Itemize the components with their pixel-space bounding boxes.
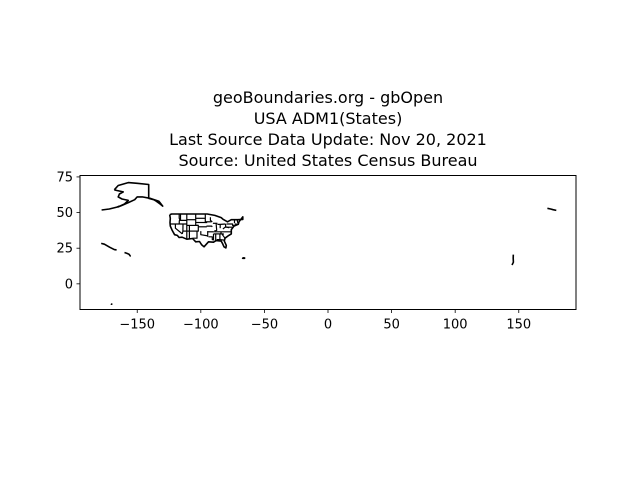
x-tick-label: −150 [119,318,155,333]
region-outline-puerto-rico [241,257,246,260]
state-border-0 [178,214,181,225]
chart-title-line-3: Last Source Data Update: Nov 20, 2021 [169,130,487,149]
state-border-15 [200,231,208,237]
chart-title-line-1: geoBoundaries.org - gbOpen [212,88,444,107]
chart-title-line-2: USA ADM1(States) [253,109,403,128]
region-outline-western-aleutians [547,207,557,212]
y-tick-label: 50 [56,206,73,221]
y-tick-label: 75 [56,170,73,185]
state-border-24 [216,239,225,241]
x-tick-label: −50 [251,318,278,333]
state-border-18 [206,225,213,228]
state-border-2 [174,224,183,235]
region-outline-alaska [113,181,164,208]
regions-layer [101,181,557,306]
y-tick-label: 0 [65,277,73,292]
state-border-3 [181,223,184,235]
state-border-26 [221,233,226,239]
state-border-38 [236,219,239,225]
state-border-5 [179,214,187,221]
y-axis: 0 25 50 75 [56,170,80,292]
x-tick-label: 150 [506,318,531,333]
state-borders-layer [170,214,239,241]
region-outline-contiguous-us [168,213,244,249]
y-tick-label: 25 [56,242,73,257]
x-tick-label: 0 [324,318,332,333]
state-border-27 [214,223,218,232]
x-axis: −150 −100 −50 0 50 100 150 [119,309,531,333]
region-outline-northern-mariana-islands-guam [511,254,515,266]
region-outline-aleutian-islands [101,205,120,211]
plot-frame [79,175,577,310]
state-border-30 [209,217,213,223]
state-border-36 [226,223,235,226]
state-border-10 [192,214,199,239]
x-tick-label: −100 [183,318,219,333]
state-border-34 [222,226,230,230]
x-tick-label: 100 [443,318,468,333]
x-tick-label: 50 [383,318,400,333]
region-outline-nw-hawaiian-islands [101,242,117,251]
region-outline-hawaii [124,251,131,257]
chart-title-line-4: Source: United States Census Bureau [178,151,478,170]
